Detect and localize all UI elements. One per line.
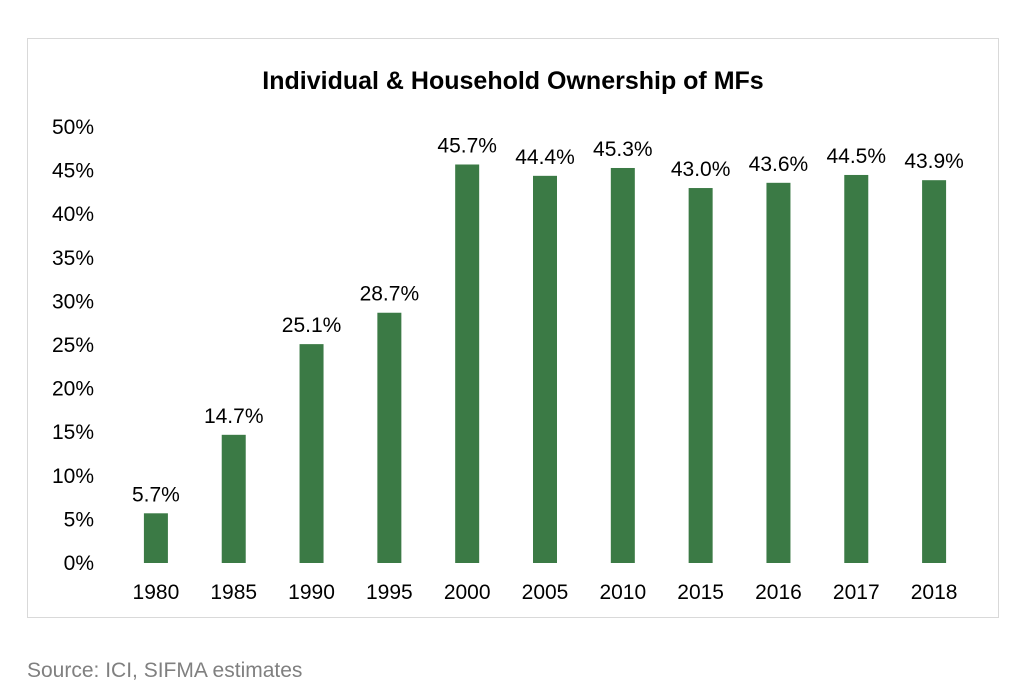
- y-tick-label: 45%: [52, 160, 94, 183]
- bar-1985: [221, 434, 246, 563]
- x-tick-label: 1980: [133, 581, 180, 604]
- bar-1980: [143, 513, 168, 563]
- x-tick-label: 2010: [599, 581, 646, 604]
- bar-2000: [455, 164, 480, 563]
- bar-2010: [610, 167, 635, 563]
- y-tick-label: 25%: [52, 334, 94, 357]
- data-label: 43.6%: [749, 153, 809, 176]
- y-tick-label: 30%: [52, 290, 94, 313]
- chart-frame: Individual & Household Ownership of MFs …: [27, 38, 999, 618]
- y-tick-label: 0%: [64, 552, 94, 575]
- data-label: 45.3%: [593, 138, 653, 161]
- data-label: 28.7%: [360, 283, 420, 306]
- bar-2018: [922, 180, 947, 563]
- bar-2017: [844, 174, 869, 563]
- data-label: 5.7%: [132, 483, 180, 506]
- y-tick-label: 35%: [52, 247, 94, 270]
- x-tick-label: 1985: [210, 581, 257, 604]
- x-tick-label: 2000: [444, 581, 491, 604]
- y-tick-label: 50%: [52, 116, 94, 139]
- x-tick-label: 2005: [522, 581, 569, 604]
- data-label: 43.0%: [671, 158, 731, 181]
- bar-1990: [299, 344, 324, 563]
- bar-1995: [377, 312, 402, 563]
- y-tick-label: 5%: [64, 508, 94, 531]
- bar-2005: [533, 175, 557, 563]
- data-label: 44.4%: [515, 146, 575, 169]
- x-tick-label: 2017: [833, 581, 880, 604]
- bar-2016: [766, 182, 791, 564]
- x-tick-label: 2015: [677, 581, 724, 604]
- x-tick-label: 2018: [911, 581, 958, 604]
- x-tick-label: 1995: [366, 581, 413, 604]
- bar-2015: [688, 188, 713, 564]
- source-note: Source: ICI, SIFMA estimates: [27, 659, 303, 682]
- data-label: 44.5%: [826, 145, 886, 168]
- y-tick-label: 40%: [52, 203, 94, 226]
- y-tick-label: 10%: [52, 465, 94, 488]
- y-tick-label: 15%: [52, 421, 94, 444]
- data-label: 45.7%: [437, 134, 497, 157]
- bar-chart: 0% 5% 10% 15% 20% 25% 30% 35% 40% 45% 50% 5.7% 1980 1…: [52, 116, 964, 604]
- x-tick-label: 1990: [288, 581, 335, 604]
- data-label: 14.7%: [204, 405, 264, 428]
- chart-title: Individual & Household Ownership of MFs: [262, 67, 764, 95]
- y-tick-label: 20%: [52, 378, 94, 401]
- x-tick-label: 2016: [755, 581, 802, 604]
- data-label: 25.1%: [282, 314, 342, 337]
- data-label: 43.9%: [904, 150, 964, 173]
